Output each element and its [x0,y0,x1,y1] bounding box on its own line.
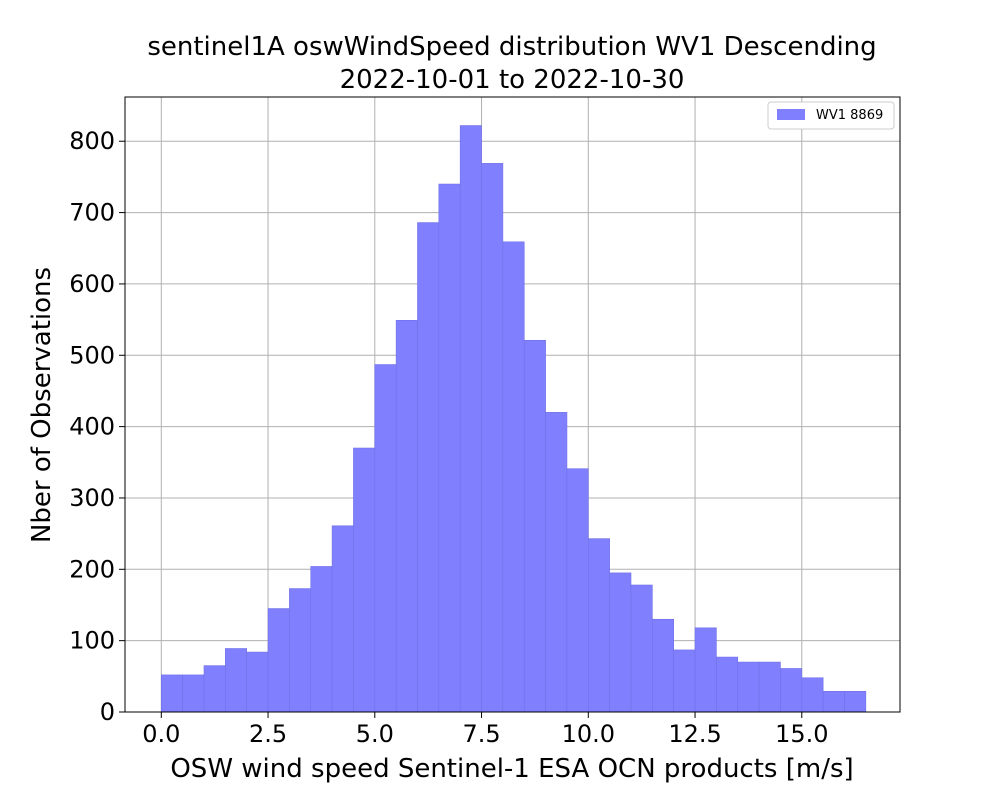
chart-subtitle: 2022-10-01 to 2022-10-30 [340,65,685,95]
chart-title: sentinel1A oswWindSpeed distribution WV1… [147,32,876,62]
histogram-bar [502,241,525,713]
histogram-bar [331,525,354,713]
legend-swatch [777,109,805,120]
legend-label: WV1 8869 [816,108,883,123]
y-tick-label: 500 [69,341,115,369]
histogram-bar [652,618,674,713]
plot-frame [124,96,901,713]
histogram-bar [459,125,482,713]
y-tick-label: 400 [69,413,115,441]
histogram-bar [438,183,461,713]
x-tick-label: 15.0 [775,720,828,748]
histogram-bar [182,674,205,713]
histogram-bar [737,661,760,713]
histogram-bar [609,572,632,713]
x-tick-label: 7.5 [462,720,500,748]
y-tick-label: 300 [69,484,115,512]
histogram-bar [417,222,440,713]
histogram-bar [160,674,183,713]
histogram-bar [844,691,867,713]
histogram-bar [801,677,824,713]
legend-box [767,101,895,130]
histogram-bar [716,656,739,713]
histogram-bar [203,665,226,713]
histogram-bar [822,691,845,713]
histogram-bars [160,125,867,713]
x-tick-label: 0.0 [142,720,180,748]
histogram-bar [481,163,504,713]
histogram-bar [374,364,397,713]
histogram-bar [353,447,376,713]
y-tick-label: 600 [69,270,115,298]
legend: WV1 8869 [767,101,895,130]
histogram-bar [694,627,717,713]
histogram-bar [246,651,269,713]
y-tick-label: 0 [100,698,115,726]
histogram-bar [225,648,247,713]
axes: 0.0 2.5 5.0 7.5 10.0 12.5 15.0 0 100 200 300 400 500… [69,96,901,748]
histogram-bar [267,608,290,713]
y-tick-label: 800 [69,127,115,155]
histogram-bar [758,661,781,713]
histogram-bar [523,339,546,713]
histogram-bar [630,584,653,713]
y-tick-label: 200 [69,555,115,583]
histogram-bar [310,566,333,713]
x-axis-label: OSW wind speed Sentinel-1 ESA OCN produc… [170,754,853,784]
x-tick-label: 5.0 [356,720,394,748]
histogram-bar [587,538,610,713]
histogram-bar [673,649,696,713]
histogram-bar [566,468,589,713]
y-tick-label: 100 [69,627,115,655]
y-axis-label: Nber of Observations [27,267,57,543]
histogram-bar [395,320,418,713]
x-tick-label: 12.5 [668,720,721,748]
y-tick-label: 700 [69,199,115,227]
histogram-bar [545,412,568,713]
histogram-bar [780,668,803,713]
x-tick-label: 10.0 [562,720,615,748]
histogram-bar [289,588,312,713]
x-tick-label: 2.5 [249,720,287,748]
